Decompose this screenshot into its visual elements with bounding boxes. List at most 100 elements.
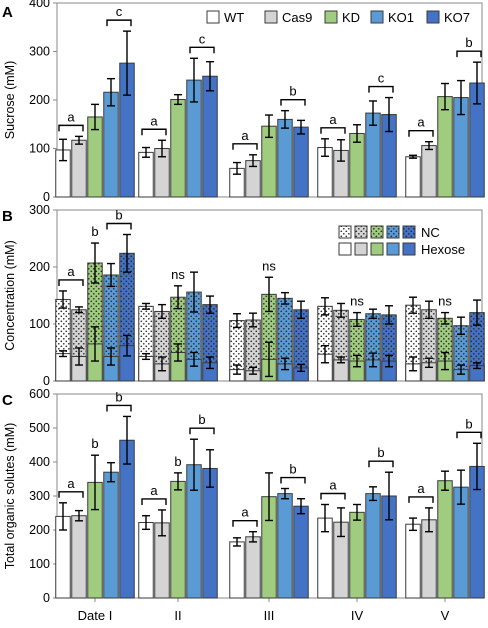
significance-label: a <box>67 264 75 279</box>
significance-bracket <box>368 85 394 93</box>
significance-bracket <box>408 496 434 503</box>
y-tick-label: 200 <box>29 260 50 274</box>
legend-nc-hexose: NC Hexose <box>338 225 465 257</box>
bar-kd <box>349 511 365 599</box>
y-axis-label: Concentration (mM) <box>3 240 17 350</box>
legend-swatch <box>370 242 384 256</box>
significance-bracket <box>280 98 306 106</box>
significance-label: b <box>289 84 296 99</box>
significance-label: ns <box>350 294 364 309</box>
y-tick-label: 200 <box>29 523 50 537</box>
y-tick-label: 300 <box>29 489 50 503</box>
significance-label: c <box>378 71 385 86</box>
significance-bracket <box>58 279 84 286</box>
significance-label: b <box>91 224 98 239</box>
bar-cas9 <box>71 139 87 198</box>
x-tick-label: II <box>174 608 181 623</box>
nc-bar-dots <box>202 304 218 381</box>
x-tick-label: III <box>264 608 275 623</box>
bar-ko1 <box>365 493 381 599</box>
significance-bracket <box>232 143 258 150</box>
significance-label: ns <box>262 258 276 273</box>
bar-kd <box>437 96 453 198</box>
legend-label-kd: KD <box>342 10 360 25</box>
bar-wt <box>138 151 154 198</box>
legend-swatch-wt <box>206 10 220 24</box>
significance-label: c <box>199 31 206 46</box>
significance-bracket <box>320 127 346 134</box>
x-tick-label: V <box>441 608 450 623</box>
nc-bar-dots <box>277 298 293 381</box>
nc-bar-dots <box>186 292 202 381</box>
x-tick-label: IV <box>351 608 364 623</box>
legend-label-ko1: KO1 <box>388 10 414 25</box>
y-tick-label: 0 <box>43 190 50 204</box>
y-tick-label: 300 <box>29 45 50 59</box>
y-tick-label: 400 <box>29 0 50 10</box>
y-tick-label: 100 <box>29 557 50 571</box>
concentration-chart: 0 100 200 300 Concentration (mM) a b b ns ns ns ns <box>3 203 485 388</box>
significance-bracket <box>320 492 346 500</box>
bar-cas9 <box>245 536 261 599</box>
significance-bracket <box>141 498 167 505</box>
significance-label: a <box>67 109 75 124</box>
significance-label: b <box>174 454 181 469</box>
bar-ko7 <box>293 126 309 198</box>
panel-label-a: A <box>2 4 13 21</box>
significance-bracket <box>280 476 306 484</box>
bar-kd <box>437 480 453 599</box>
significance-label: ns <box>438 294 452 309</box>
y-tick-label: 500 <box>29 421 50 435</box>
legend-swatch-ko7 <box>426 10 440 24</box>
y-tick-label: 100 <box>29 142 50 156</box>
bar-ko7 <box>293 505 309 599</box>
bar-cas9 <box>71 515 87 599</box>
legend-label-nc: NC <box>421 225 440 240</box>
sucrose-chart: 0 100 200 300 400 Sucrose (mM) a c a c a b a c a b <box>3 0 485 204</box>
significance-label: a <box>417 115 425 130</box>
bar-ko1 <box>103 91 119 198</box>
significance-label: a <box>329 478 337 493</box>
legend-label-cas9: Cas9 <box>282 10 312 25</box>
significance-label: a <box>417 481 425 496</box>
significance-label: b <box>198 412 205 427</box>
significance-label: a <box>150 483 158 498</box>
significance-bracket <box>58 491 84 498</box>
y-tick-label: 600 <box>29 387 50 401</box>
hexose-bar <box>55 353 71 382</box>
significance-label: ns <box>171 267 185 282</box>
legend-swatch-dots <box>371 226 383 238</box>
bar-wt <box>138 522 154 599</box>
y-tick-label: 100 <box>29 317 50 331</box>
significance-bracket <box>232 520 258 527</box>
y-tick-label: 0 <box>43 591 50 605</box>
significance-bracket <box>189 46 215 54</box>
significance-bracket <box>189 427 215 435</box>
legend-label-wt: WT <box>224 10 244 25</box>
nc-bar-dots <box>245 320 261 381</box>
significance-label: c <box>116 4 123 19</box>
significance-label: a <box>241 505 249 520</box>
y-tick-label: 200 <box>29 93 50 107</box>
bar-ko7 <box>202 467 218 599</box>
significance-label: b <box>465 416 472 431</box>
legend-swatch <box>402 242 416 256</box>
bar-cas9 <box>421 145 437 198</box>
bar-ko1 <box>103 471 119 599</box>
nc-bar-dots <box>469 312 485 381</box>
bar-kd <box>170 480 186 599</box>
nc-bar-dots <box>103 274 119 381</box>
legend-swatch-ko1 <box>370 10 384 24</box>
bar-ko7 <box>202 75 218 198</box>
legend-swatch-kd <box>324 10 338 24</box>
significance-bracket <box>456 50 482 58</box>
significance-bracket <box>141 128 167 136</box>
panel-label-c: C <box>2 392 13 409</box>
significance-bracket <box>456 431 482 439</box>
significance-bracket <box>106 19 132 27</box>
y-tick-label: 400 <box>29 455 50 469</box>
bar-wt <box>229 541 245 599</box>
legend-swatch <box>354 242 368 256</box>
legend-swatch-cas9 <box>264 10 278 24</box>
